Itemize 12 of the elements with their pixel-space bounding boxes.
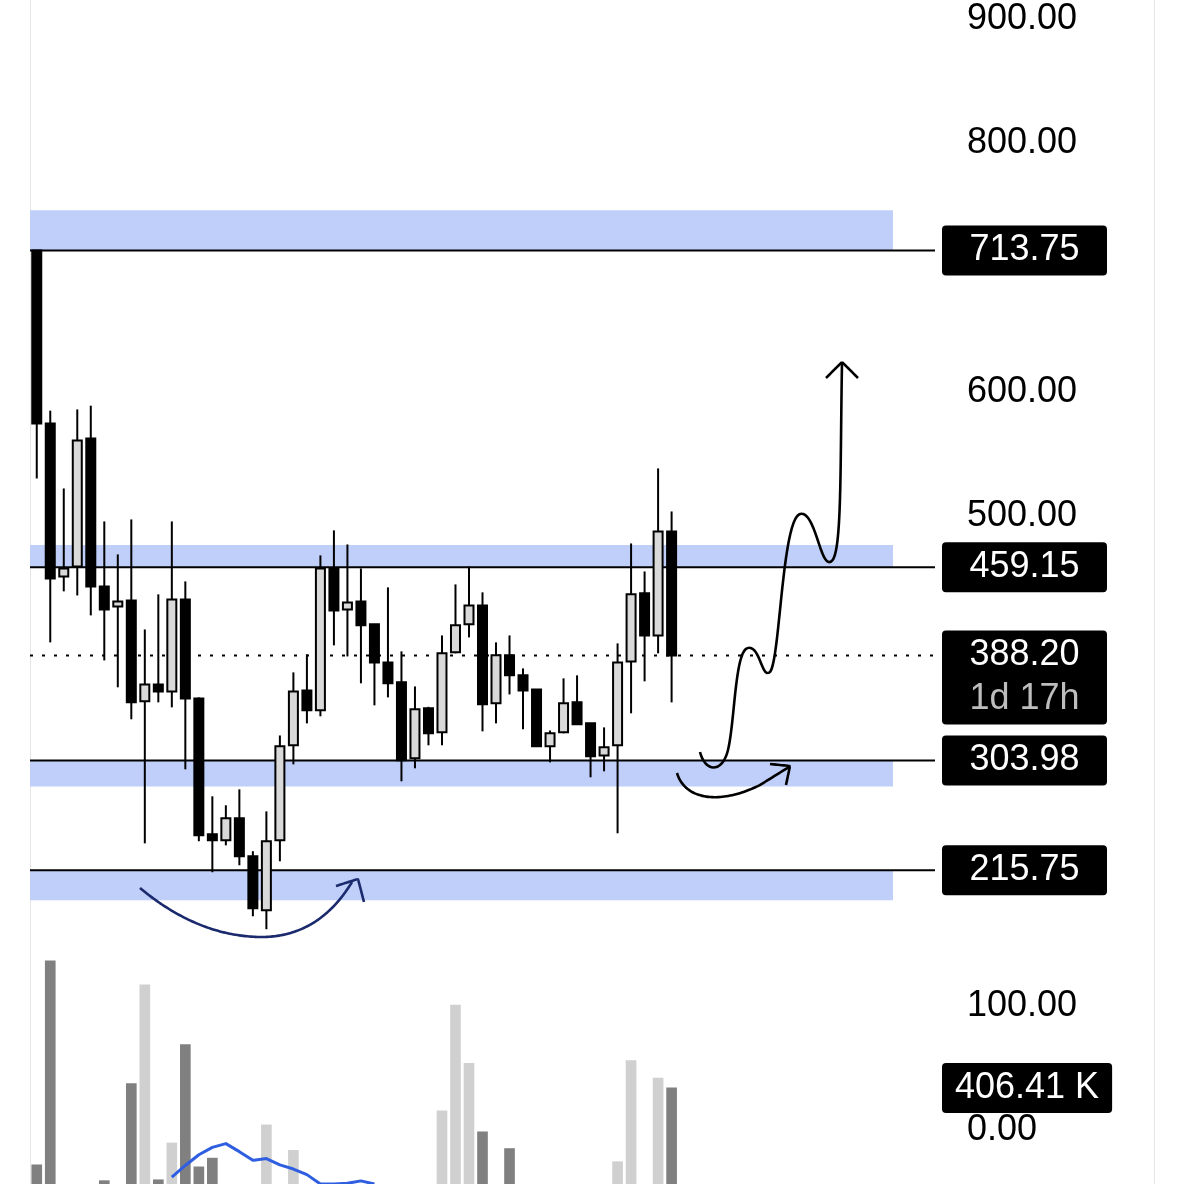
ref-line-label: 713.75: [969, 227, 1080, 269]
ref-line-label: 388.20 1d 17h: [969, 632, 1080, 718]
y-tick-label: 600.00: [967, 368, 1078, 410]
text: 406.41 K: [955, 1064, 1100, 1106]
text: 100.00: [967, 982, 1078, 1024]
ref-line-label: 215.75: [969, 847, 1080, 889]
y-tick-label: 500.00: [967, 493, 1078, 535]
ref-line-label: 303.98: [969, 737, 1080, 779]
y-tick-label: 900.00: [967, 0, 1078, 37]
ref-line-label: 459.15: [969, 544, 1080, 586]
y-tick-label: 800.00: [967, 120, 1078, 162]
text: 0.00: [967, 1106, 1038, 1148]
